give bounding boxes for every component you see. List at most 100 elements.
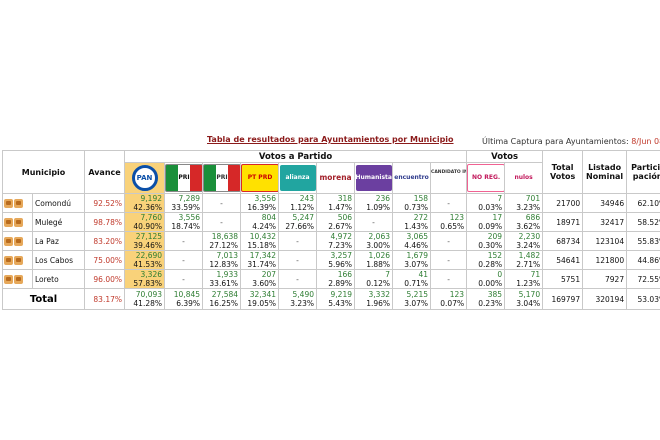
listado-nominal-value: 123104: [582, 231, 628, 251]
vote-count: -: [372, 217, 375, 227]
municipio-name: Mulegé: [31, 212, 86, 232]
vote-count: 804: [261, 213, 277, 223]
avance-value: 83.20%: [84, 231, 126, 251]
vote-cell: 4,972 7.23%: [316, 231, 356, 251]
casilla-icon[interactable]: [14, 236, 23, 246]
municipio-name: La Paz: [31, 231, 86, 251]
vote-cell: 3,332 1.96%: [354, 288, 394, 310]
vote-cell: 1,482 2.71%: [504, 250, 544, 270]
vote-cell: 7 0.12%: [354, 269, 394, 289]
vote-count: 318: [337, 194, 353, 204]
last-capture: Última Captura para Ayuntamientos: 8/Jun…: [482, 137, 660, 146]
vote-cell: 5,170 3.04%: [504, 288, 544, 310]
detail-icon[interactable]: [4, 236, 13, 246]
vote-cell: 7,289 33.59%: [164, 193, 204, 213]
vote-cell: 3,556 18.74%: [164, 212, 204, 232]
vote-percent: 3.07%: [404, 260, 429, 269]
vote-percent: 41.53%: [133, 260, 163, 269]
vote-count: 3,556: [178, 213, 201, 223]
vote-cell: 506 2.67%: [316, 212, 356, 232]
vote-count: -: [296, 274, 299, 284]
vote-percent: 1.88%: [366, 260, 391, 269]
vote-count: -: [182, 274, 185, 284]
vote-count: 686: [525, 213, 541, 223]
vote-percent: 3.23%: [290, 299, 315, 308]
vote-cell: 686 3.62%: [504, 212, 544, 232]
vote-cell: -: [354, 212, 394, 232]
vote-count: 207: [261, 270, 277, 280]
vote-cell: 27,125 39.46%: [124, 231, 166, 251]
vote-cell: 3,326 57.83%: [124, 269, 166, 289]
mor-logo-icon: morena: [317, 165, 354, 191]
vote-percent: 1.47%: [328, 203, 353, 212]
detail-icon[interactable]: [4, 198, 13, 208]
participacion-value: 58.52%: [626, 212, 660, 232]
vote-count: 3,332: [368, 290, 391, 299]
detail-icon[interactable]: [4, 274, 13, 284]
vote-cell: -: [278, 250, 318, 270]
vote-cell: 32,341 19.05%: [240, 288, 280, 310]
participacion-value: 72.55%: [626, 269, 660, 289]
vote-count: 243: [299, 194, 315, 204]
avance-value: 92.52%: [84, 193, 126, 213]
ind-logo-icon: CANDIDATO INDEPENDIENTE: [431, 165, 466, 191]
vote-cell: 1,679 3.07%: [392, 250, 432, 270]
vote-cell: 3,556 16.39%: [240, 193, 280, 213]
casilla-icon[interactable]: [14, 217, 23, 227]
vote-cell: -: [202, 193, 242, 213]
logo-enc: encuentro: [392, 162, 432, 194]
vote-count: 27,584: [211, 290, 239, 299]
vote-cell: 5,247 27.66%: [278, 212, 318, 232]
vote-count: 7,013: [216, 251, 239, 261]
vote-percent: 0.03%: [478, 203, 503, 212]
listado-nominal-value: 7927: [582, 269, 628, 289]
vote-count: -: [182, 255, 185, 265]
page-title[interactable]: Tabla de resultados para Ayuntamientos p…: [207, 135, 454, 144]
vote-percent: 2.89%: [328, 279, 353, 288]
logo-alz: alianza: [278, 162, 318, 194]
vote-percent: 3.24%: [516, 241, 541, 250]
vote-cell: -: [202, 212, 242, 232]
vote-cell: -: [430, 231, 468, 251]
vote-percent: 4.46%: [404, 241, 429, 250]
table-row: Comondú 92.52% 9,192 42.36% 7,289 33.59% -3,55…: [2, 193, 660, 213]
vote-cell: 17 0.09%: [466, 212, 506, 232]
total-votos-value: 54641: [542, 250, 584, 270]
participacion-value: 44.86%: [626, 250, 660, 270]
vote-count: 701: [525, 194, 541, 204]
vote-cell: 158 0.73%: [392, 193, 432, 213]
row-actions: [2, 193, 33, 213]
casilla-icon[interactable]: [14, 255, 23, 265]
vote-percent: 3.60%: [252, 279, 277, 288]
vote-percent: 39.46%: [133, 241, 163, 250]
vote-cell: 7,760 40.90%: [124, 212, 166, 232]
vote-count: -: [296, 236, 299, 246]
header-participacion: Partici_ pación: [626, 150, 660, 194]
avance-value: 75.00%: [84, 250, 126, 270]
casilla-icon[interactable]: [14, 274, 23, 284]
vote-count: 152: [487, 251, 503, 261]
header-avance: Avance: [84, 150, 126, 194]
detail-icon[interactable]: [4, 255, 13, 265]
vote-percent: 4.24%: [252, 222, 277, 231]
detail-icon[interactable]: [4, 217, 13, 227]
vote-count: 209: [487, 232, 503, 242]
vote-percent: 33.61%: [209, 279, 239, 288]
vote-count: 5,170: [518, 290, 541, 299]
vote-percent: 0.71%: [404, 279, 429, 288]
table-row: La Paz 83.20% 27,125 39.46% -18,638 27.12% 10,…: [2, 231, 660, 251]
casilla-icon[interactable]: [14, 198, 23, 208]
vote-cell: 10,432 15.18%: [240, 231, 280, 251]
vote-count: 5,490: [292, 290, 315, 299]
header-votos: Votos: [466, 150, 544, 163]
total-label: Total: [1, 288, 86, 310]
vote-percent: 27.66%: [285, 222, 315, 231]
vote-cell: 3,257 5.96%: [316, 250, 356, 270]
vote-count: 5,215: [406, 290, 429, 299]
totals-row: Total 83.17% 70,093 41.28% 10,845 6.39% 27,584…: [1, 288, 660, 310]
vote-cell: 236 1.09%: [354, 193, 394, 213]
vote-count: 506: [337, 213, 353, 223]
logo-nulos: nulos: [504, 162, 544, 194]
vote-percent: 2.71%: [516, 260, 541, 269]
vote-count: 27,125: [135, 232, 163, 242]
